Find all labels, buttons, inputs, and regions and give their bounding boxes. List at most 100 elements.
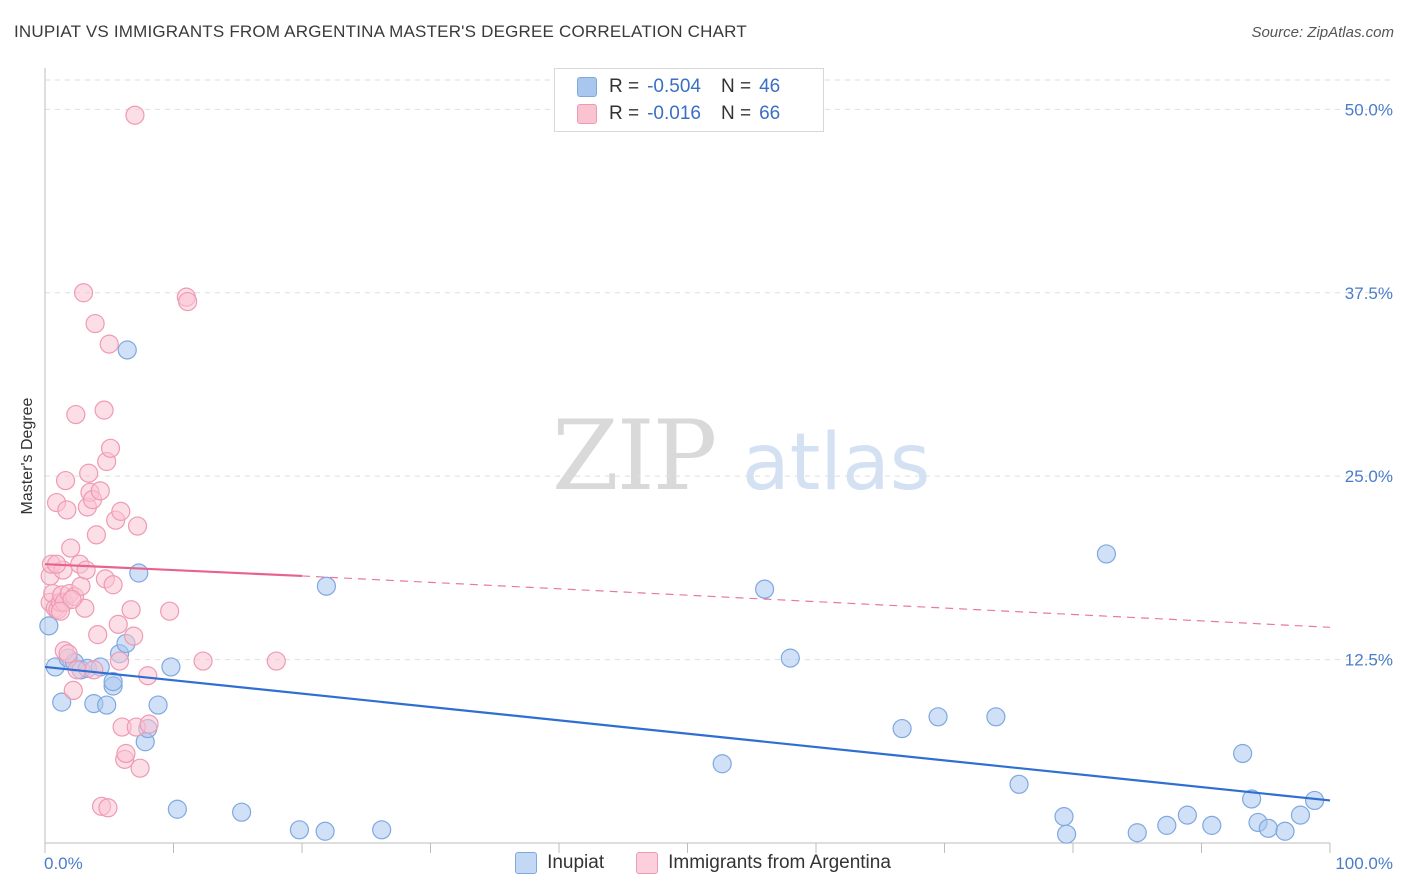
legend-swatch-inupiat xyxy=(577,77,597,97)
inupiat-point xyxy=(52,692,72,712)
watermark-zip: ZIP xyxy=(552,400,717,512)
argentina-point xyxy=(178,291,198,312)
inupiat-point xyxy=(97,695,117,715)
inupiat-point xyxy=(1054,806,1074,827)
inupiat-point xyxy=(39,616,59,636)
argentina-point xyxy=(138,666,158,686)
inupiat-point xyxy=(1009,774,1029,794)
inupiat-point xyxy=(316,576,337,596)
legend-n-value: 66 xyxy=(759,103,781,124)
watermark-atlas: atlas xyxy=(741,418,931,508)
inupiat-point xyxy=(289,820,310,840)
legend-n-label: N = xyxy=(720,76,752,97)
argentina-point xyxy=(55,470,76,491)
legend-n-label: N = xyxy=(720,103,752,124)
argentina-point xyxy=(63,680,83,701)
inupiat-point xyxy=(1157,815,1177,835)
argentina-point xyxy=(116,743,136,764)
inupiat-point xyxy=(232,802,252,822)
argentina-point xyxy=(108,614,128,634)
inupiat-point xyxy=(1056,824,1077,844)
inupiat-point xyxy=(1177,805,1197,825)
argentina-point xyxy=(98,798,118,818)
argentina-point xyxy=(84,660,104,680)
correlation-legend: R = -0.504 N = 46 R = -0.016 N = 66 xyxy=(554,68,824,132)
inupiat-point xyxy=(892,718,912,739)
source-credit: Source: ZipAtlas.com xyxy=(1251,24,1394,41)
argentina-trend-line-extension xyxy=(301,575,1331,628)
legend-r-value: -0.016 xyxy=(647,103,701,124)
series-legend-argentina[interactable]: Immigrants from Argentina xyxy=(636,852,891,874)
inupiat-point xyxy=(1096,544,1117,564)
argentina-point xyxy=(61,538,81,558)
inupiat-point xyxy=(1202,815,1222,835)
argentina-point xyxy=(85,313,105,334)
argentina-point xyxy=(79,463,99,483)
argentina-point xyxy=(50,601,71,621)
series-swatch-argentina xyxy=(636,852,659,874)
inupiat-point xyxy=(103,671,123,692)
argentina-point xyxy=(88,625,108,645)
inupiat-point xyxy=(928,707,948,727)
legend-swatch-argentina xyxy=(577,104,597,124)
argentina-point xyxy=(66,404,86,425)
legend-r-label: R = xyxy=(609,76,640,97)
inupiat-point xyxy=(315,821,335,841)
series-legend: Inupiat Immigrants from Argentina xyxy=(0,852,1406,874)
argentina-point xyxy=(124,626,144,646)
argentina-point xyxy=(76,560,96,580)
inupiat-point xyxy=(161,657,181,677)
argentina-point xyxy=(266,651,286,671)
inupiat-point xyxy=(754,579,775,599)
inupiat-point xyxy=(167,799,187,819)
argentina-point xyxy=(94,400,114,420)
argentina-point xyxy=(99,334,119,354)
argentina-point xyxy=(103,575,123,595)
argentina-point xyxy=(57,500,77,520)
inupiat-point xyxy=(986,707,1006,727)
series-label-argentina: Immigrants from Argentina xyxy=(668,852,891,873)
legend-n-value: 46 xyxy=(759,76,781,97)
legend-r-label: R = xyxy=(609,103,640,124)
argentina-point xyxy=(130,758,150,778)
y-tick-label: 25.0% xyxy=(1345,467,1393,486)
legend-r-value: -0.504 xyxy=(647,76,701,97)
argentina-point xyxy=(100,438,121,458)
inupiat-point xyxy=(117,340,137,360)
argentina-point xyxy=(62,589,82,610)
series-legend-inupiat[interactable]: Inupiat xyxy=(515,852,604,874)
chart-title: INUPIAT VS IMMIGRANTS FROM ARGENTINA MAS… xyxy=(14,22,747,41)
argentina-point xyxy=(111,501,131,521)
argentina-point xyxy=(121,600,141,620)
argentina-point xyxy=(193,651,213,671)
inupiat-point xyxy=(129,563,149,583)
argentina-point xyxy=(109,651,130,671)
y-tick-label: 50.0% xyxy=(1345,100,1393,119)
argentina-point xyxy=(125,105,145,125)
argentina-point xyxy=(90,481,110,501)
watermark: ZIP atlas xyxy=(552,400,930,512)
inupiat-point xyxy=(712,754,732,774)
series-label-inupiat: Inupiat xyxy=(547,852,605,873)
argentina-point xyxy=(127,516,148,536)
x-tick-label: 0.0% xyxy=(44,854,83,873)
inupiat-point xyxy=(1127,823,1147,843)
argentina-trend-line xyxy=(44,563,303,578)
argentina-point xyxy=(73,283,94,303)
argentina-point xyxy=(58,644,78,664)
argentina-point xyxy=(86,525,107,545)
series-swatch-inupiat xyxy=(515,852,538,874)
inupiat-point xyxy=(780,648,800,668)
inupiat-point xyxy=(1290,805,1311,825)
x-tick-label: 100.0% xyxy=(1335,854,1393,873)
y-tick-label: 12.5% xyxy=(1345,651,1393,670)
argentina-point xyxy=(160,601,180,621)
argentina-point xyxy=(139,714,159,734)
legend-row-inupiat: R = -0.504 N = 46 xyxy=(577,75,780,99)
inupiat-point xyxy=(148,695,168,715)
y-tick-label: 37.5% xyxy=(1345,284,1393,303)
inupiat-point xyxy=(1242,789,1262,809)
inupiat-point xyxy=(372,820,392,840)
inupiat-point xyxy=(1258,818,1278,838)
